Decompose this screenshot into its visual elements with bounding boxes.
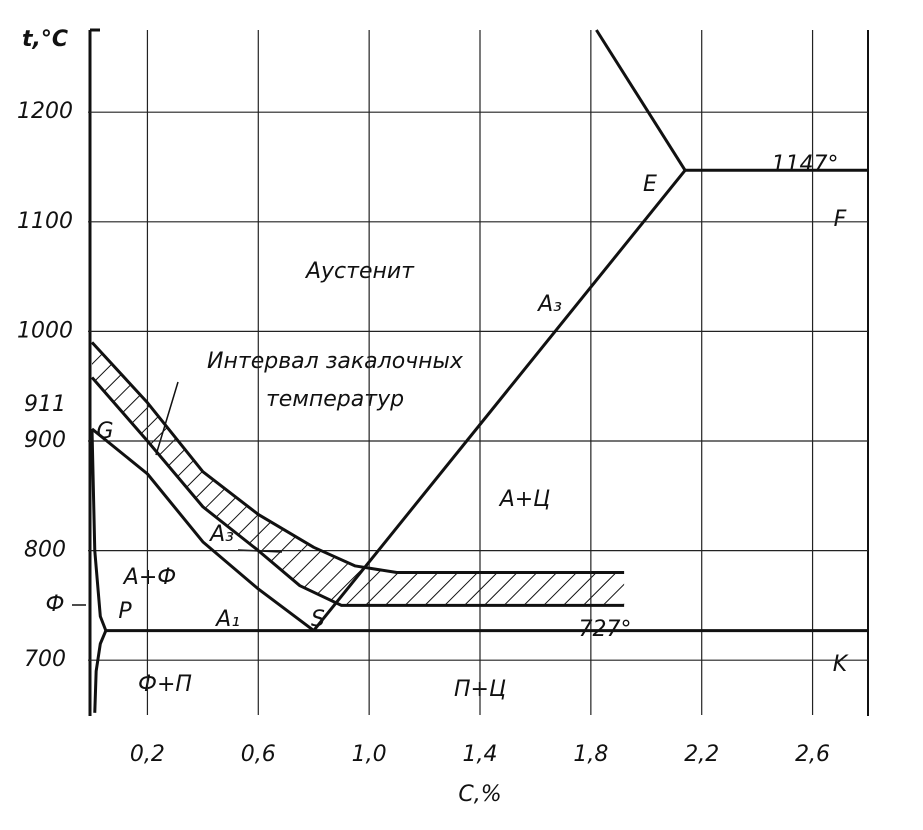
point-label: S [311,607,325,632]
hatch-layer [92,342,625,606]
phase-line [90,341,625,575]
annotation: 1147° [772,152,839,177]
grid [88,30,868,715]
y-tick-label: 1200 [17,99,73,124]
annotation: 911 [24,392,66,417]
annotation: Ф [46,592,65,617]
x-tick-label: 1,0 [352,742,387,767]
phase-line [312,169,687,632]
y-tick-label: 1100 [17,209,73,234]
x-tick-label: 0,2 [130,742,165,767]
annotation: A₃ [208,522,234,547]
y-tick-label: 900 [24,428,66,453]
annotation: A₁ [214,607,240,632]
y-tick-label: 1000 [17,318,73,343]
x-tick-label: 1,4 [463,742,498,767]
annotation: А+Ф [122,565,176,590]
phase-line [595,29,687,172]
leader-line [155,381,179,456]
annotation: Аустенит [304,259,415,284]
point-label: E [643,172,657,197]
x-tick-label: 2,2 [684,742,719,767]
annotation: Ф+П [138,672,192,697]
y-tick-label: 800 [24,538,66,563]
y-tick-label: 700 [24,647,66,672]
x-tick-label: 2,6 [795,742,830,767]
annotation: A₃ [536,292,562,317]
phase-line [90,428,108,632]
point-label: P [118,599,132,624]
hatch-area [92,342,625,606]
x-tick-label: 0,6 [241,742,276,767]
x-axis-label: C,% [458,782,501,807]
x-tick-label: 1,8 [573,742,608,767]
point-label: F [834,207,847,232]
annotation: температур [266,387,404,412]
phase-line [90,376,625,607]
phase-line [93,630,108,713]
point-label: K [833,652,849,677]
phase-line [91,427,315,632]
annotation: Интервал закалочных [207,349,464,374]
annotation: А+Ц [498,487,551,512]
y-axis-label: t,°C [22,27,68,52]
